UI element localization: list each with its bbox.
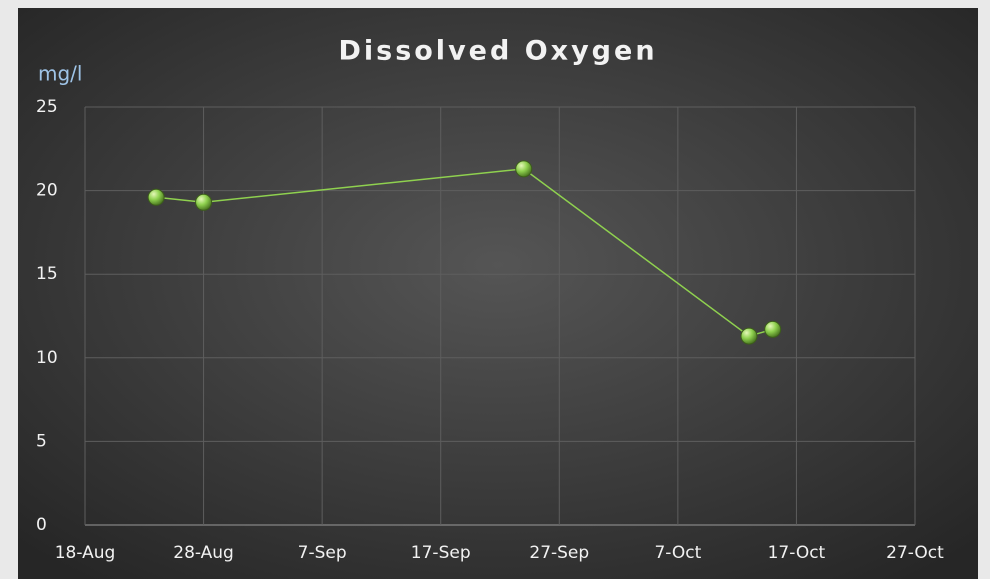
chart-title: Dissolved Oxygen — [338, 36, 657, 67]
y-tick-label: 25 — [36, 97, 58, 117]
x-tick-label: 18-Aug — [55, 543, 116, 563]
data-point — [740, 327, 758, 345]
x-tick-label: 27-Oct — [886, 543, 944, 563]
data-point — [515, 160, 533, 178]
y-tick-label: 20 — [36, 181, 58, 201]
y-tick-label: 5 — [36, 431, 47, 451]
y-tick-label: 15 — [36, 264, 58, 284]
data-point — [147, 188, 165, 206]
data-point — [764, 320, 782, 338]
y-tick-label: 0 — [36, 515, 47, 535]
data-point — [195, 193, 213, 211]
x-tick-label: 17-Oct — [768, 543, 826, 563]
y-axis-label: mg/l — [38, 62, 82, 86]
x-tick-label: 7-Sep — [298, 543, 347, 563]
x-tick-label: 27-Sep — [529, 543, 589, 563]
x-tick-label: 7-Oct — [654, 543, 701, 563]
x-tick-label: 17-Sep — [411, 543, 471, 563]
chart-background — [18, 8, 978, 579]
x-tick-label: 28-Aug — [173, 543, 234, 563]
y-tick-label: 10 — [36, 348, 58, 368]
